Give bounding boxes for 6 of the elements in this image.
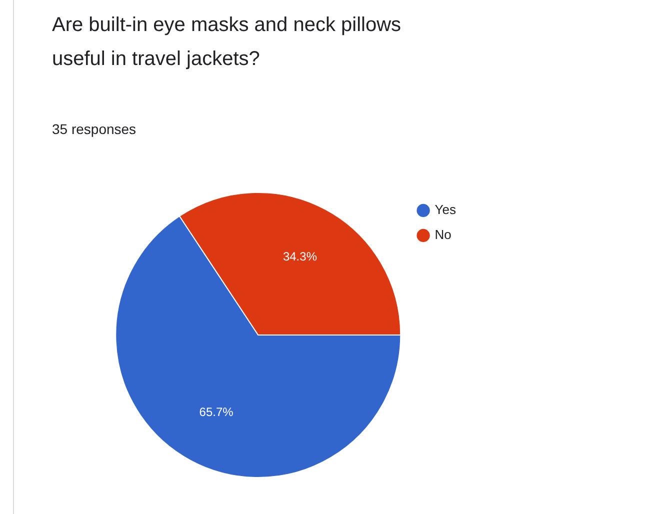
data-label: 34.3%	[282, 249, 318, 264]
data-label: 65.7%	[199, 405, 234, 420]
chart-subtitle: 35 responses	[52, 121, 136, 137]
legend-label: No	[434, 227, 452, 242]
chart-title: Are built-in eye masks and neck pillows useful in travel jackets?	[52, 13, 402, 72]
legend-label: Yes	[434, 202, 456, 218]
